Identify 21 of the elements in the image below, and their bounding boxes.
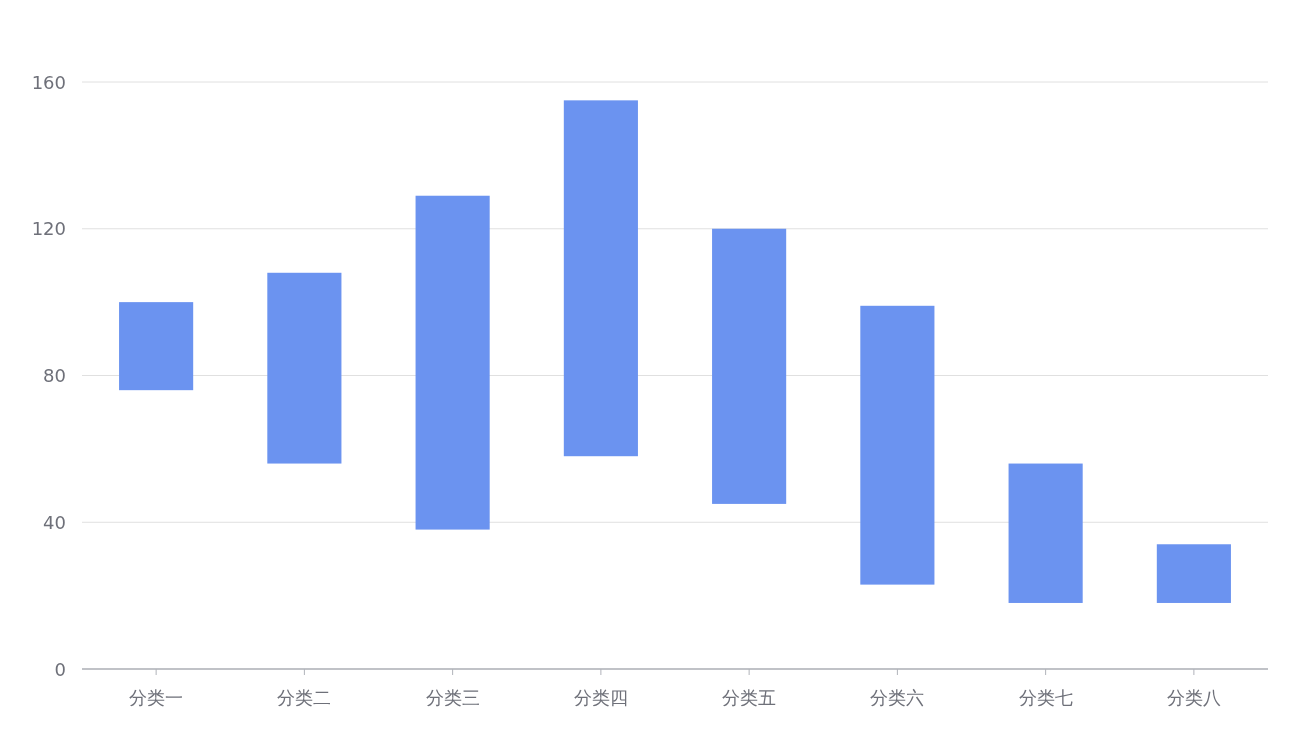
- y-tick-label: 120: [31, 218, 66, 240]
- bar: [1008, 463, 1083, 603]
- y-tick-label: 160: [31, 71, 66, 93]
- bar: [415, 195, 490, 530]
- bar: [563, 100, 638, 457]
- bar: [267, 272, 342, 464]
- bar: [119, 302, 194, 391]
- y-tick-label: 80: [43, 365, 66, 386]
- x-tick-label: 分类五: [722, 686, 777, 708]
- y-tick-label: 40: [43, 511, 66, 533]
- x-tick-label: 分类八: [1166, 686, 1221, 708]
- bar: [860, 305, 935, 585]
- x-tick-label: 分类二: [277, 686, 332, 708]
- x-tick-label: 分类一: [129, 686, 184, 708]
- x-tick-label: 分类七: [1018, 686, 1073, 708]
- x-tick-label: 分类三: [425, 686, 480, 708]
- bar: [712, 228, 787, 504]
- y-tick-label: 0: [54, 658, 66, 680]
- bar: [1156, 544, 1231, 603]
- x-tick-label: 分类六: [870, 686, 925, 708]
- x-tick-label: 分类四: [573, 686, 628, 708]
